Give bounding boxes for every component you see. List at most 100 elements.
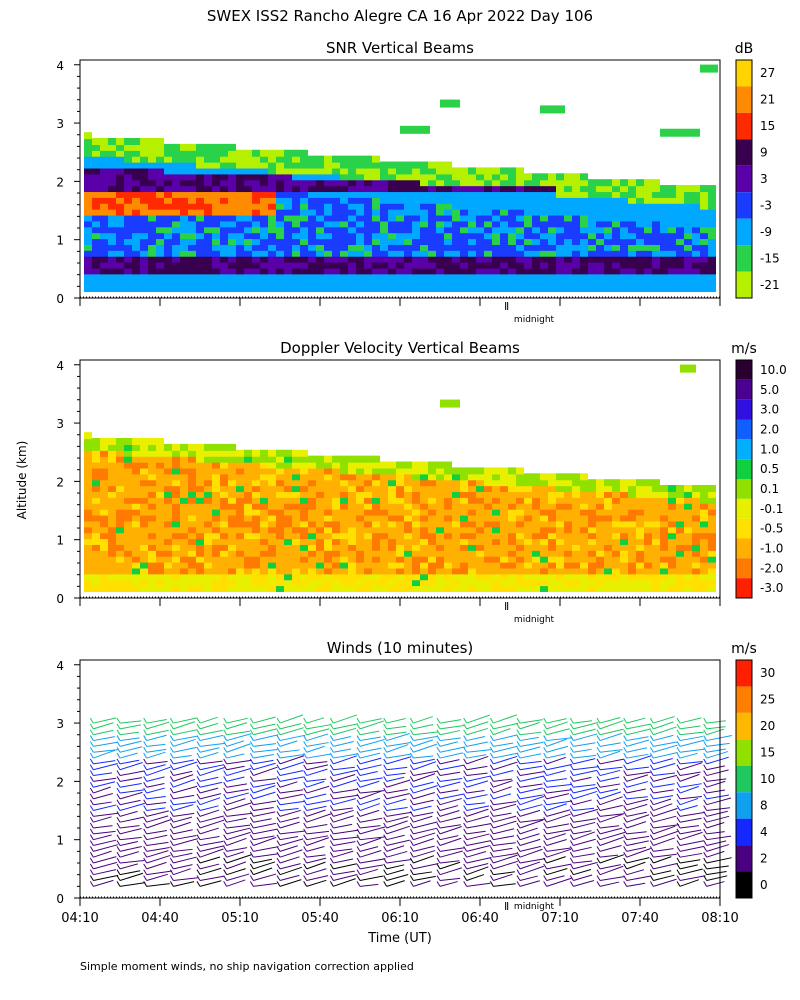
snr-cell <box>108 173 116 181</box>
colorbar-frame <box>735 359 753 599</box>
snr-cell <box>292 173 300 181</box>
wind-barb <box>226 817 247 823</box>
doppler-cell <box>180 496 188 504</box>
snr-cell <box>516 179 524 187</box>
wind-barb-flag <box>516 822 521 829</box>
snr-cell <box>516 249 524 257</box>
doppler-cell <box>436 461 444 469</box>
doppler-cell <box>204 461 212 469</box>
wind-barb-flag <box>543 735 548 741</box>
doppler-cell <box>92 438 100 446</box>
wind-barb-flag <box>543 717 548 724</box>
wind-barb <box>199 835 220 841</box>
doppler-cell <box>692 514 700 522</box>
wind-barb <box>199 787 219 794</box>
wind-barb-flag <box>249 816 254 823</box>
doppler-cell <box>628 537 636 545</box>
doppler-cell <box>332 514 340 522</box>
wind-barb-flag <box>649 846 654 852</box>
doppler-cell <box>572 502 580 510</box>
snr-cell <box>572 255 580 263</box>
snr-cell <box>244 220 252 228</box>
snr-cell <box>372 279 380 287</box>
doppler-cell <box>652 561 660 569</box>
snr-cell <box>332 237 340 245</box>
snr-cell <box>244 285 252 293</box>
doppler-cell <box>244 502 252 510</box>
wind-barb <box>599 825 620 829</box>
snr-cell <box>164 185 172 193</box>
wind-barb-flag <box>116 881 121 887</box>
doppler-cell <box>84 455 92 463</box>
wind-barb <box>386 820 408 829</box>
snr-cell <box>644 261 652 269</box>
wind-barb-flag <box>116 758 121 765</box>
doppler-cell <box>548 585 556 593</box>
wind-barb <box>93 762 118 771</box>
snr-cell <box>540 232 548 240</box>
doppler-cell <box>116 549 124 557</box>
snr-cell <box>484 196 492 204</box>
doppler-cell <box>180 561 188 569</box>
wind-barb-flag <box>649 869 654 875</box>
wind-barb-flag <box>143 863 148 870</box>
wind-barb-flag <box>649 770 654 776</box>
doppler-cell <box>124 532 132 540</box>
snr-cell <box>364 226 372 234</box>
wind-barb-flag <box>516 735 521 741</box>
doppler-cell <box>684 526 692 534</box>
doppler-cell <box>300 479 308 487</box>
doppler-cell <box>84 473 92 481</box>
wind-barb <box>199 880 222 887</box>
wind-barb-flag <box>249 811 254 817</box>
snr-cell <box>372 237 380 245</box>
snr-cell <box>380 185 388 193</box>
snr-cell <box>412 279 420 287</box>
wind-barb-flag <box>116 822 121 829</box>
wind-barb-flag <box>516 752 521 759</box>
doppler-cell <box>300 502 308 510</box>
wind-barb <box>146 729 169 736</box>
wind-barb <box>386 742 411 747</box>
doppler-cell <box>628 532 636 540</box>
snr-cell <box>204 190 212 198</box>
snr-cell <box>620 261 628 269</box>
doppler-cell <box>332 585 340 593</box>
snr-cell <box>228 214 236 222</box>
doppler-cell <box>452 549 460 557</box>
wind-barb-flag <box>223 741 228 747</box>
snr-cell <box>436 267 444 275</box>
wind-barb-flag <box>543 805 548 811</box>
snr-cell <box>292 196 300 204</box>
wind-barb <box>653 762 676 771</box>
snr-cell <box>84 249 92 257</box>
snr-cell <box>700 237 708 245</box>
doppler-cell <box>116 508 124 516</box>
wind-barb-flag <box>276 741 281 747</box>
snr-cell <box>412 232 420 240</box>
wind-barb <box>386 793 410 800</box>
doppler-cell <box>516 555 524 563</box>
doppler-cell <box>228 502 236 510</box>
doppler-cell <box>316 467 324 475</box>
snr-cell <box>652 226 660 234</box>
doppler-cell <box>92 537 100 545</box>
snr-cell <box>364 196 372 204</box>
snr-cell <box>164 173 172 181</box>
snr-cell <box>188 273 196 281</box>
wind-barb-flag <box>169 735 174 741</box>
wind-barb <box>253 728 278 736</box>
wind-barb-flag <box>223 781 228 788</box>
wind-barb <box>546 737 573 742</box>
snr-cell <box>108 161 116 169</box>
wind-barb <box>93 741 118 747</box>
doppler-cell <box>452 496 460 504</box>
doppler-cell <box>548 555 556 563</box>
doppler-cell <box>244 479 252 487</box>
doppler-cell <box>596 561 604 569</box>
snr-cell <box>340 232 348 240</box>
wind-barb-flag <box>303 811 308 817</box>
snr-cell <box>420 167 428 175</box>
doppler-cell <box>140 496 148 504</box>
wind-barb <box>626 771 651 777</box>
